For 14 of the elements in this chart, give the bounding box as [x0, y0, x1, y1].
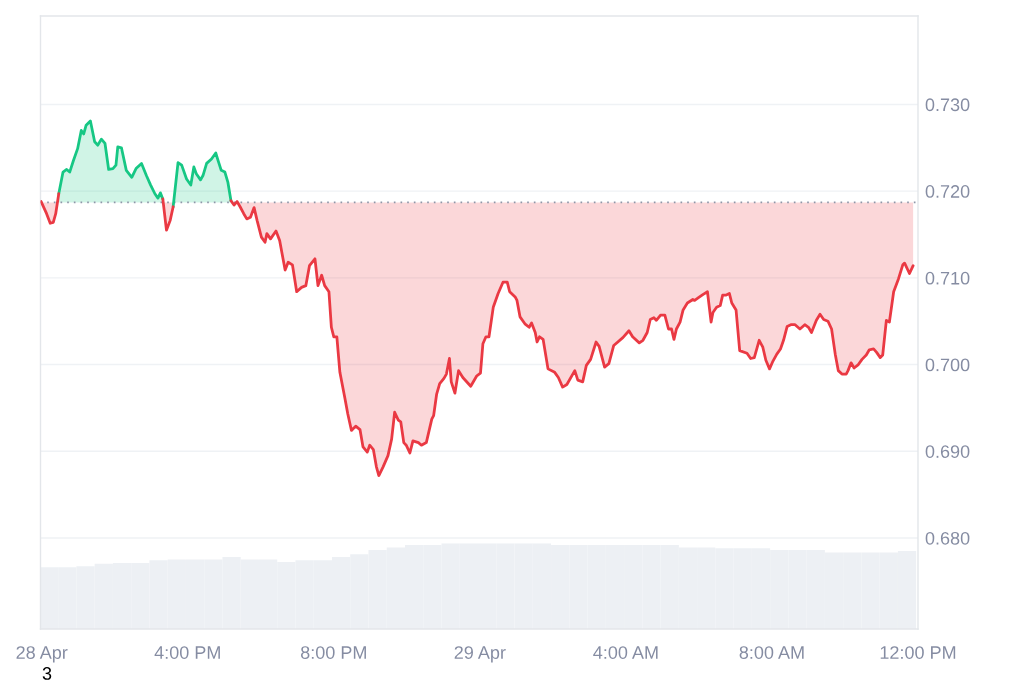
x-tick-label: 8:00 AM — [739, 646, 804, 659]
y-tick-label: 0.700 — [925, 358, 970, 372]
y-tick-label: 0.710 — [925, 271, 970, 285]
x-tick-label: 4:00 AM — [593, 646, 658, 659]
y-tick-label: 0.730 — [925, 98, 970, 112]
x-tick-label: 29 Apr — [454, 646, 506, 663]
x-tick-label: 28 Apr — [16, 646, 68, 663]
x-tick-label: 4:00 PM — [154, 646, 220, 659]
x-tick-label: 8:00 PM — [300, 646, 366, 659]
y-tick-label: 0.680 — [925, 531, 970, 545]
x-tick-label: 12:00 PM — [880, 646, 956, 659]
y-tick-label: 0.720 — [925, 185, 970, 198]
y-tick-label: 0.690 — [925, 445, 970, 458]
text: 3 — [42, 667, 52, 680]
